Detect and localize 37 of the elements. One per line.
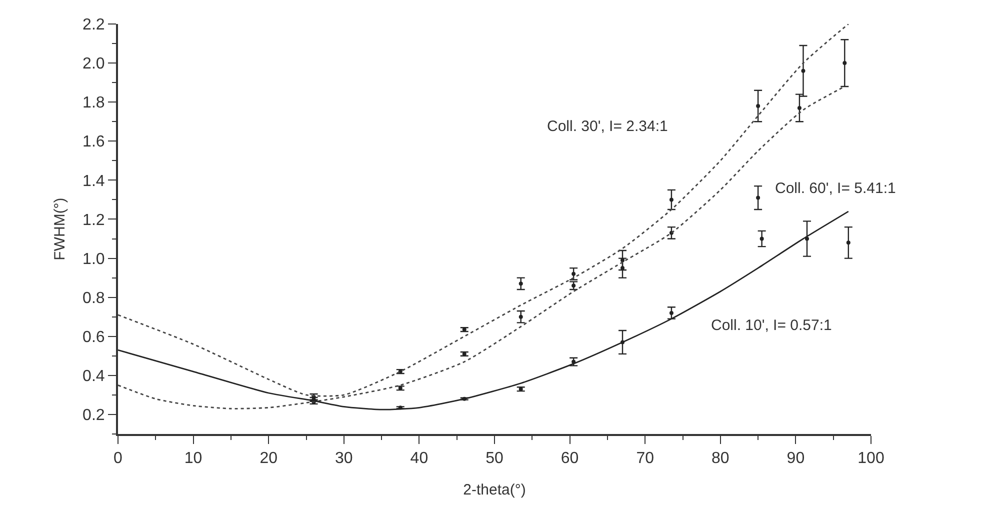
y-tick-label: 0.2 [82, 407, 105, 424]
x-tick-label: 70 [636, 450, 654, 468]
point [756, 196, 760, 200]
y-tick-label: 2.2 [82, 16, 105, 34]
y-tick-label: 0.4 [82, 368, 105, 386]
y-tick-label: 1.6 [82, 134, 105, 151]
line-series [118, 210, 850, 410]
annotation: Coll. 30', I= 2.34:1 [547, 118, 668, 135]
x-axis-title: 2-theta(°) [463, 482, 526, 499]
x-tick-label: 80 [712, 450, 730, 468]
y-axis-title: FWHM(°) [51, 198, 68, 260]
y-tick-label: 1.8 [82, 94, 105, 112]
x-tick-label: 50 [486, 450, 504, 468]
y-tick-label: 1.2 [82, 212, 105, 229]
point [797, 106, 802, 110]
annotation: Coll. 10', I= 0.57:1 [711, 317, 832, 334]
x-tick-label: 100 [858, 450, 884, 468]
point [756, 104, 760, 108]
x-tick-label: 10 [184, 450, 202, 468]
point [842, 61, 847, 66]
x-tick-label: 60 [560, 450, 579, 468]
annotation: Coll. 60', I= 5.41:1 [775, 180, 896, 197]
y-tick-label: 0.6 [82, 328, 105, 346]
x-tick-label: 40 [410, 450, 428, 468]
y-tick-label: 1.4 [82, 172, 105, 190]
point [805, 236, 809, 241]
x-tick-label: 0 [114, 450, 123, 468]
point [760, 236, 764, 241]
point [846, 240, 850, 245]
x-tick-label: 20 [260, 450, 278, 468]
point [801, 68, 806, 73]
y-tick-label: 0.8 [82, 290, 105, 307]
y-tick-label: 1.0 [82, 250, 105, 268]
point [669, 198, 674, 202]
x-tick-label: 30 [335, 450, 353, 468]
y-tick-label: 2.0 [82, 56, 105, 73]
x-tick-label: 90 [786, 450, 805, 468]
